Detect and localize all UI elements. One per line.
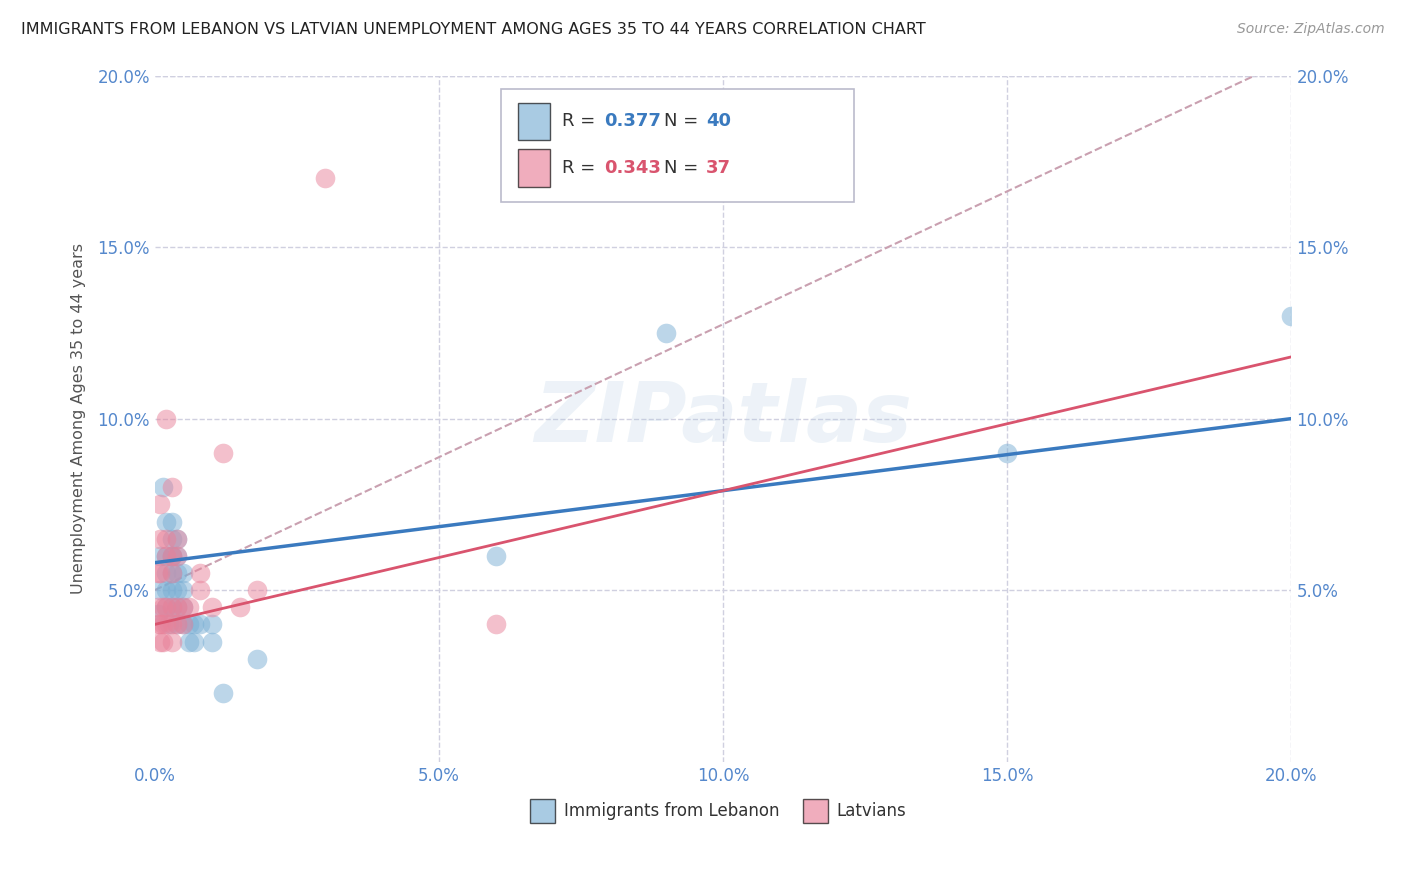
Point — [146, 607, 169, 622]
Text: IMMIGRANTS FROM LEBANON VS LATVIAN UNEMPLOYMENT AMONG AGES 35 TO 44 YEARS CORREL: IMMIGRANTS FROM LEBANON VS LATVIAN UNEMP… — [21, 22, 925, 37]
Point — [160, 549, 183, 563]
Point — [155, 515, 177, 529]
Point — [995, 446, 1018, 460]
Point — [212, 446, 235, 460]
Point — [183, 634, 205, 648]
Point — [146, 600, 169, 615]
Point — [166, 549, 188, 563]
Point — [149, 583, 172, 598]
Point — [188, 583, 211, 598]
Point — [160, 532, 183, 546]
Point — [160, 600, 183, 615]
Text: Immigrants from Lebanon: Immigrants from Lebanon — [564, 802, 779, 820]
Point — [160, 583, 183, 598]
Point — [155, 411, 177, 425]
Point — [183, 617, 205, 632]
Point — [172, 583, 194, 598]
Point — [160, 549, 183, 563]
Point — [160, 566, 183, 580]
Point — [188, 566, 211, 580]
Point — [155, 600, 177, 615]
Point — [200, 600, 222, 615]
FancyBboxPatch shape — [519, 149, 550, 187]
Point — [1281, 309, 1303, 323]
Text: Source: ZipAtlas.com: Source: ZipAtlas.com — [1237, 22, 1385, 37]
Point — [246, 583, 269, 598]
Point — [149, 532, 172, 546]
Point — [172, 600, 194, 615]
Point — [212, 686, 235, 700]
Point — [485, 549, 508, 563]
Point — [152, 634, 174, 648]
Point — [172, 566, 194, 580]
Point — [146, 566, 169, 580]
Point — [160, 566, 183, 580]
Point — [166, 583, 188, 598]
Point — [172, 600, 194, 615]
Point — [177, 600, 200, 615]
Text: 37: 37 — [706, 159, 731, 178]
Point — [155, 617, 177, 632]
Point — [160, 600, 183, 615]
Point — [188, 617, 211, 632]
Point — [155, 532, 177, 546]
Point — [155, 549, 177, 563]
Text: 0.377: 0.377 — [603, 112, 661, 130]
Point — [166, 600, 188, 615]
Point — [152, 480, 174, 494]
Text: Latvians: Latvians — [837, 802, 907, 820]
Point — [149, 566, 172, 580]
Point — [157, 617, 180, 632]
Point — [155, 583, 177, 598]
Point — [160, 634, 183, 648]
Point — [166, 617, 188, 632]
Point — [166, 549, 188, 563]
Point — [149, 549, 172, 563]
Point — [177, 617, 200, 632]
Text: N =: N = — [664, 159, 704, 178]
Point — [166, 532, 188, 546]
Point — [166, 617, 188, 632]
Point — [160, 617, 183, 632]
Point — [172, 617, 194, 632]
Point — [155, 566, 177, 580]
Point — [200, 617, 222, 632]
Point — [160, 480, 183, 494]
Text: 40: 40 — [706, 112, 731, 130]
FancyBboxPatch shape — [502, 89, 853, 202]
Text: 0.343: 0.343 — [603, 159, 661, 178]
Point — [149, 497, 172, 511]
FancyBboxPatch shape — [530, 798, 555, 823]
Point — [246, 652, 269, 666]
Text: R =: R = — [561, 159, 600, 178]
Point — [314, 171, 336, 186]
FancyBboxPatch shape — [803, 798, 828, 823]
Point — [152, 600, 174, 615]
Point — [166, 532, 188, 546]
Point — [146, 617, 169, 632]
Point — [177, 634, 200, 648]
Point — [160, 515, 183, 529]
Text: ZIPatlas: ZIPatlas — [534, 378, 912, 459]
Point — [166, 566, 188, 580]
Point — [172, 617, 194, 632]
Point — [149, 617, 172, 632]
Point — [229, 600, 252, 615]
Point — [160, 549, 183, 563]
Point — [200, 634, 222, 648]
FancyBboxPatch shape — [519, 103, 550, 140]
Point — [166, 600, 188, 615]
Point — [485, 617, 508, 632]
Point — [152, 617, 174, 632]
Text: R =: R = — [561, 112, 600, 130]
Point — [149, 634, 172, 648]
Y-axis label: Unemployment Among Ages 35 to 44 years: Unemployment Among Ages 35 to 44 years — [72, 244, 86, 594]
Text: N =: N = — [664, 112, 704, 130]
Point — [655, 326, 678, 340]
Point — [155, 600, 177, 615]
Point — [155, 549, 177, 563]
